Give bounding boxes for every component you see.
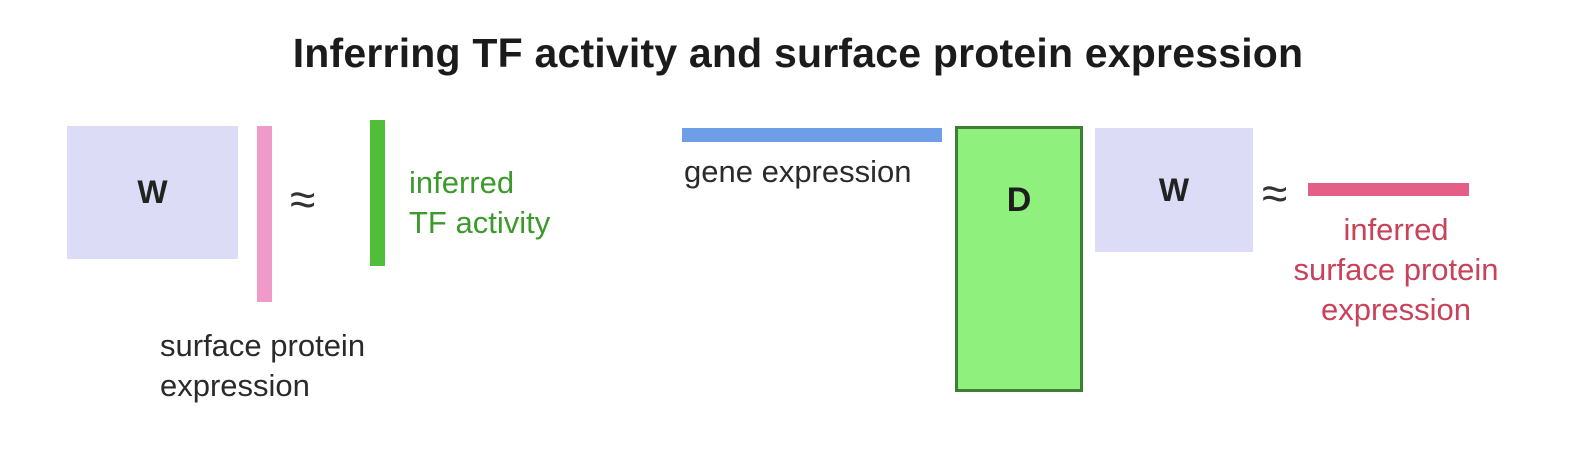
inferred-surface-label-line3: expression bbox=[1321, 292, 1471, 327]
inferred-surface-protein-vector bbox=[1308, 183, 1469, 196]
tf-activity-label-line1: inferred bbox=[409, 165, 515, 200]
w-matrix-right-label: W bbox=[1158, 171, 1190, 208]
tf-activity-label-line2: TF activity bbox=[409, 205, 551, 240]
inferred-surface-label-line1: inferred bbox=[1343, 212, 1449, 247]
d-matrix: D bbox=[955, 126, 1083, 392]
surface-protein-label-line1: surface protein bbox=[160, 328, 366, 363]
inferred-surface-label-line2: surface protein bbox=[1293, 252, 1499, 287]
surface-protein-label: surface protein expression bbox=[160, 326, 365, 406]
approx-symbol-left: ≈ bbox=[290, 173, 316, 225]
surface-protein-vector bbox=[257, 126, 272, 302]
gene-expression-label: gene expression bbox=[684, 154, 912, 189]
inferred-surface-protein-label: inferred surface protein expression bbox=[1266, 210, 1526, 330]
surface-protein-label-line2: expression bbox=[160, 368, 310, 403]
tf-activity-label: inferred TF activity bbox=[409, 163, 550, 243]
tf-activity-vector bbox=[370, 120, 385, 266]
d-matrix-label: D bbox=[1006, 181, 1032, 219]
w-matrix-left: W bbox=[67, 126, 238, 259]
diagram-title: Inferring TF activity and surface protei… bbox=[292, 30, 1304, 76]
approx-symbol-right: ≈ bbox=[1262, 167, 1288, 219]
w-matrix-left-label: W bbox=[137, 174, 168, 210]
gene-expression-vector bbox=[682, 128, 942, 142]
w-matrix-right: W bbox=[1095, 128, 1253, 252]
